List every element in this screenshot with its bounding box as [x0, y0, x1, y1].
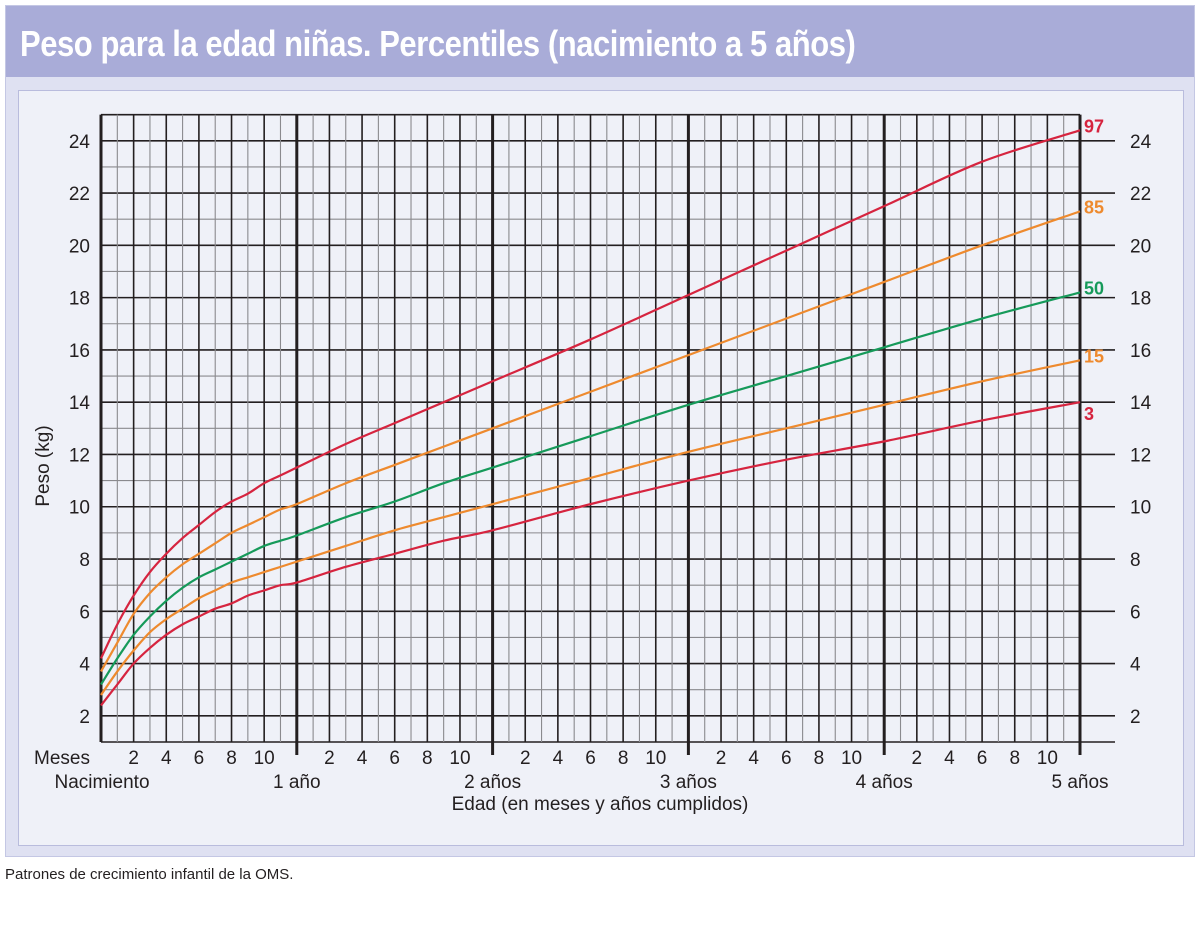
x-month-tick: 4 [553, 748, 564, 769]
y-tick-right: 12 [1130, 445, 1151, 466]
x-month-tick: 8 [422, 748, 433, 769]
x-axis-title: Edad (en meses y años cumplidos) [452, 794, 749, 815]
x-month-tick: 8 [226, 748, 237, 769]
x-month-tick: 8 [1009, 748, 1020, 769]
y-tick-left: 16 [69, 341, 90, 362]
percentile-curve-15 [100, 359, 1081, 696]
y-tick-right: 16 [1130, 341, 1151, 362]
y-tick-left: 12 [69, 445, 90, 466]
x-month-tick: 6 [389, 748, 400, 769]
percentile-curve-85 [100, 210, 1081, 672]
plot-panel [18, 90, 1184, 846]
x-month-tick: 10 [254, 748, 275, 769]
y-tick-left: 22 [69, 184, 90, 205]
chart-title: Peso para la edad niñas. Percentiles (na… [20, 23, 856, 64]
percentile-curves: 97 85 50 15 3 [100, 116, 1104, 707]
x-year-label: 2 años [464, 772, 521, 793]
header-band: Peso para la edad niñas. Percentiles (na… [6, 6, 1194, 77]
y-tick-right: 2 [1130, 707, 1141, 728]
percentile-curve-50 [100, 291, 1081, 686]
x-month-tick: 6 [781, 748, 792, 769]
x-year-label: 3 años [660, 772, 717, 793]
x-year-label: 4 años [856, 772, 913, 793]
y-tick-left: 4 [79, 655, 90, 676]
y-tick-right: 14 [1130, 393, 1152, 414]
grid [99, 113, 1115, 755]
percentile-label-50: 50 [1084, 278, 1104, 298]
x-month-tick: 10 [1037, 748, 1058, 769]
percentile-label-97: 97 [1084, 116, 1104, 136]
x-month-tick: 2 [912, 748, 923, 769]
x-month-tick: 10 [645, 748, 666, 769]
y-axis-title: Peso (kg) [33, 425, 54, 506]
y-tick-right: 10 [1130, 498, 1151, 519]
x-month-tick: 2 [324, 748, 335, 769]
x-year-label: 5 años [1051, 772, 1108, 793]
x-month-tick: 4 [161, 748, 172, 769]
y-tick-right: 8 [1130, 550, 1141, 571]
y-tick-left: 20 [69, 236, 90, 257]
y-tick-left: 6 [79, 602, 90, 623]
y-tick-left: 2 [79, 707, 90, 728]
y-tick-left: 14 [69, 393, 91, 414]
x-month-tick: 8 [814, 748, 825, 769]
x-month-tick: 6 [977, 748, 988, 769]
y-tick-right: 4 [1130, 655, 1141, 676]
source-note: Patrones de crecimiento infantil de la O… [5, 866, 294, 883]
x-month-tick: 2 [716, 748, 727, 769]
x-month-tick: 4 [357, 748, 368, 769]
percentile-label-85: 85 [1084, 197, 1104, 217]
x-year-label: Nacimiento [54, 772, 149, 793]
y-tick-left: 24 [69, 132, 91, 153]
x-month-tick: 4 [944, 748, 955, 769]
y-tick-left: 10 [69, 498, 90, 519]
y-tick-left: 8 [79, 550, 90, 571]
x-month-tick: 6 [585, 748, 596, 769]
x-month-tick: 6 [194, 748, 205, 769]
percentile-curve-97 [100, 129, 1081, 659]
percentile-curve-3 [100, 401, 1081, 707]
chart-panel: Peso para la edad niñas. Percentiles (na… [5, 5, 1195, 857]
y-tick-left: 18 [69, 289, 90, 310]
y-tick-right: 20 [1130, 236, 1151, 257]
x-month-tick: 2 [128, 748, 139, 769]
y-tick-right: 18 [1130, 289, 1151, 310]
x-month-tick: 10 [449, 748, 470, 769]
percentile-label-3: 3 [1084, 404, 1094, 424]
y-tick-right: 24 [1130, 132, 1152, 153]
months-row-label: Meses [34, 748, 90, 769]
x-month-tick: 2 [520, 748, 531, 769]
x-year-label: 1 año [273, 772, 321, 793]
x-month-tick: 4 [748, 748, 759, 769]
x-month-tick: 8 [618, 748, 629, 769]
x-month-tick: 10 [841, 748, 862, 769]
percentile-label-15: 15 [1084, 346, 1104, 366]
y-tick-right: 6 [1130, 602, 1141, 623]
y-tick-right: 22 [1130, 184, 1151, 205]
